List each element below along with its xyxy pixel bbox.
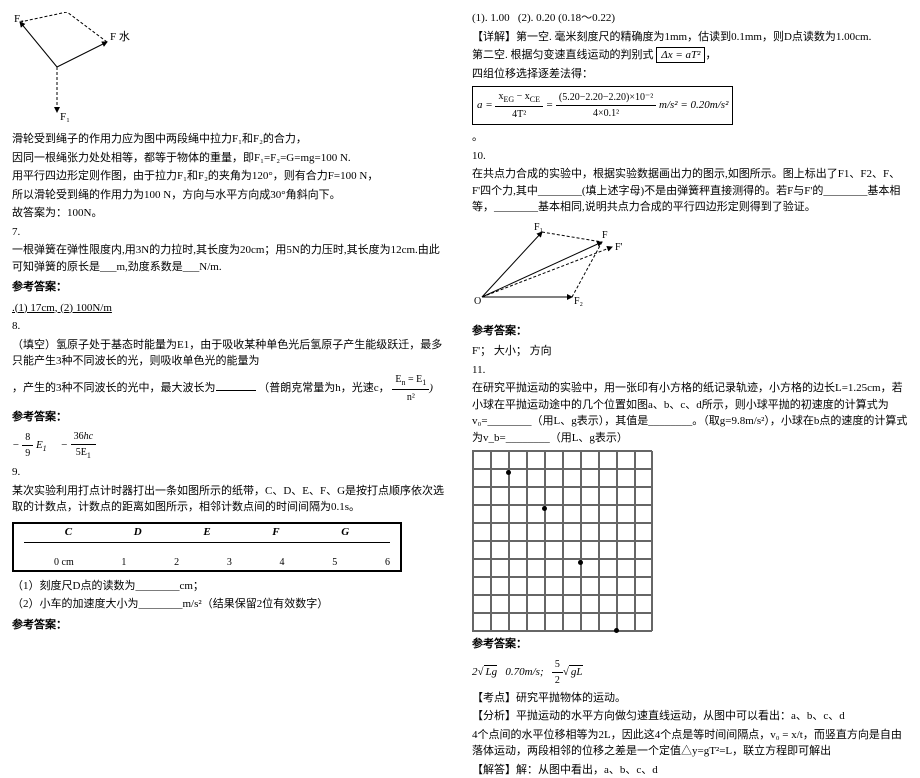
detail3: 四组位移选择逐差法得： (472, 66, 908, 83)
q9-1: （1）刻度尺D点的读数为________cm； (12, 578, 448, 595)
svg-text:F₁: F₁ (60, 111, 70, 122)
q9-num: 9. (12, 464, 448, 481)
q9-2: （2）小车的加速度大小为________m/s²（结果保留2位有效数字） (12, 596, 448, 613)
answer-label: 参考答案： (12, 279, 448, 296)
q8-num: 8. (12, 318, 448, 335)
ans10: F'； 大小； 方向 (472, 343, 908, 360)
ruler-diagram: CDEFG 0 cm123456 (12, 522, 402, 572)
q10-num: 10. (472, 148, 908, 165)
answer-label: 参考答案： (12, 617, 448, 634)
detail2: 第二空. 根据匀变速直线运动的判别式 Δx = aT²， (472, 47, 908, 64)
text: 用平行四边形定则作图，由于拉力F₁和F₂的夹角为120°，则有合力F=100 N… (12, 168, 448, 185)
grid-diagram (472, 450, 652, 632)
svg-text:F: F (602, 230, 608, 241)
force-diagram-2: F₁ F F' F₂ O (472, 222, 632, 312)
answer-label: 参考答案： (472, 636, 908, 653)
text: 滑轮受到绳子的作用力应为图中两段绳中拉力F₁和F₂的合力， (12, 131, 448, 148)
ans11: 2√Lg 0.70m/s; 52√gL (472, 657, 908, 688)
svg-text:F₂: F₂ (14, 13, 24, 25)
kaodian: 【考点】研究平抛物体的运动。 (472, 690, 908, 707)
q11-text: 在研究平抛运动的实验中，用一张印有小方格的纸记录轨迹，小方格的边长L=1.25c… (472, 380, 908, 446)
svg-text:F₂: F₂ (574, 296, 583, 307)
fenxi: 【分析】平抛运动的水平方向做匀速直线运动，从图中可以看出：a、b、c、d (472, 708, 908, 725)
text: 故答案为：100N。 (12, 205, 448, 222)
q8-text2: ，产生的3种不同波长的光中，最大波长为 （普朗克常量为h，光速c， En = E… (12, 372, 448, 405)
answer-label: 参考答案： (472, 323, 908, 340)
text: 所以滑轮受到绳的作用力为100 N，方向与水平方向成30°角斜向下。 (12, 187, 448, 204)
q8-text: （填空）氢原子处于基态时能量为E1，由于吸收某种单色光后氢原子产生能级跃迁，最多… (12, 337, 448, 370)
jieda: 【解答】解：从图中看出，a、b、c、d (472, 762, 908, 778)
force-diagram-1: F₂ F 水 F₁ (12, 12, 132, 122)
svg-text:O: O (474, 296, 481, 307)
ans8: − 89 E1 − 36hc5E1 (12, 429, 448, 462)
svg-text:F₁: F₁ (534, 222, 543, 233)
detail1: 【详解】第一空. 毫米刻度尺的精确度为1mm，估读到0.1mm，则D点读数为1.… (472, 29, 908, 46)
q7-num: 7. (12, 224, 448, 241)
ans9: (1). 1.00 (2). 0.20 (0.18～0.22) (472, 10, 908, 27)
fenxi2: 4个点间的水平位移相等为2L，因此这4个点是等时间间隔点，v₀ = x/t，而竖… (472, 727, 908, 760)
text: 因同一根绳张力处处相等，都等于物体的重量，即F₁=F₂=G=mg=100 N. (12, 150, 448, 167)
ans7: .(1) 17cm, (2) 100N/m (12, 300, 448, 317)
eq2: a = xEG − xCE4T² = (5.20−2.20−2.20)×10⁻²… (472, 86, 733, 125)
q9-text: 某次实验利用打点计时器打出一条如图所示的纸带，C、D、E、F、G是按打点顺序依次… (12, 483, 448, 516)
q11-num: 11. (472, 362, 908, 379)
q10-text: 在共点力合成的实验中，根据实验数据画出力的图示,如图所示。图上标出了F1、F2、… (472, 166, 908, 216)
answer-label: 参考答案： (12, 409, 448, 426)
svg-text:F 水: F 水 (110, 30, 130, 43)
svg-text:F': F' (615, 242, 623, 253)
q7-text: 一根弹簧在弹性限度内,用3N的力拉时,其长度为20cm；用5N的力压时,其长度为… (12, 242, 448, 275)
